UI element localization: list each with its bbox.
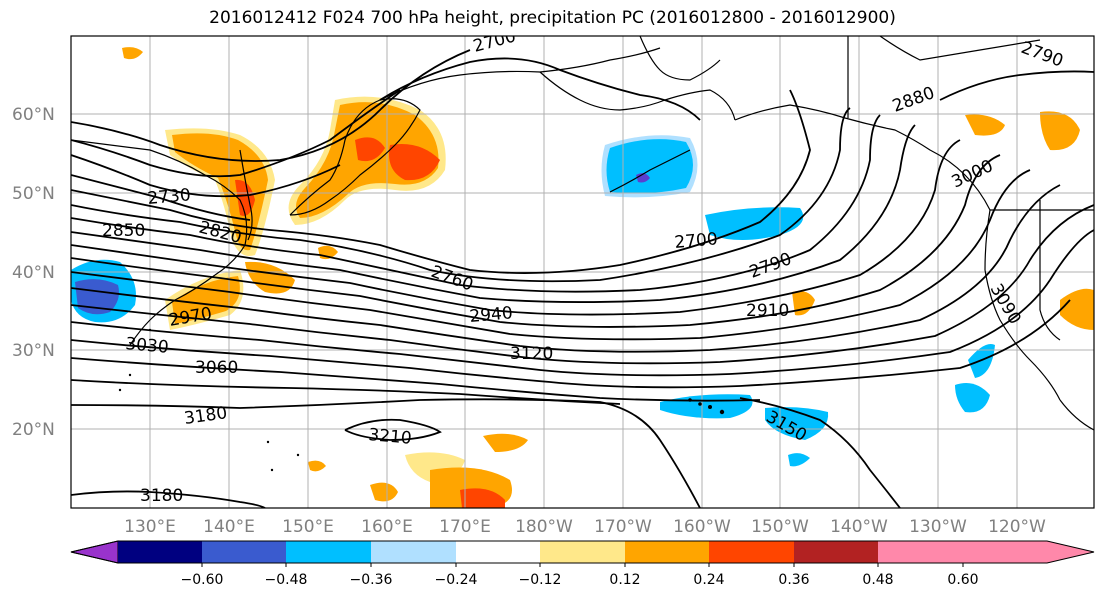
lon-label-130e: 130°E: [124, 517, 176, 537]
map-title: 2016012412 F024 700 hPa height, precipit…: [209, 8, 896, 28]
precip-blob-hawaii-small: [788, 453, 810, 467]
coastlines: [71, 36, 1094, 431]
precip-blob-tropics-5: [308, 460, 326, 472]
precip-blob-tropics-4: [370, 482, 398, 502]
precip-blob-small-2: [122, 47, 143, 60]
contour-label-2850: 2850: [102, 221, 145, 241]
colorbar-bin: [286, 541, 371, 563]
colorbar-bin: [371, 541, 456, 563]
colorbar-tick: −0.48: [265, 572, 308, 588]
precipitation-fills: [71, 47, 1094, 508]
colorbar-extend-low: [70, 540, 119, 564]
longitude-labels: 130°E 140°E 150°E 160°E 170°E 180°W 170°…: [124, 517, 1046, 537]
lon-label-160e: 160°E: [361, 517, 413, 537]
lon-label-180w: 180°W: [515, 517, 573, 537]
contour-label-3180-south: 3180: [140, 486, 183, 506]
map-frame: [70, 35, 1095, 509]
contour-label-2700-gulf: 2700: [674, 229, 719, 253]
precip-blob-kuril: [245, 261, 295, 294]
colorbar-tick: −0.24: [435, 572, 478, 588]
colorbar-tick: 0.12: [609, 572, 640, 588]
precip-blob-sakhalin-mid: [172, 133, 268, 251]
contour-label-2940: 2940: [469, 303, 514, 327]
colorbar-tick: 0.24: [693, 572, 724, 588]
lon-label-170e: 170°E: [439, 517, 491, 537]
colorbar-bin: [540, 541, 625, 563]
precip-blob-bc: [965, 114, 1005, 136]
map-panel: 2700 2790 2880 3000 2730 2820 2850 2760 …: [71, 36, 1094, 508]
colorbar-bin: [456, 541, 540, 563]
contour-label-3210: 3210: [368, 425, 413, 449]
contour-label-2910: 2910: [746, 301, 789, 321]
lat-label-50n: 50°N: [12, 184, 55, 204]
contour-label-3060: 3060: [195, 358, 238, 378]
precip-blob-nepac: [792, 291, 815, 316]
precip-blob-alaska-negative-mid: [606, 139, 693, 194]
colorbar-tick: −0.36: [350, 572, 393, 588]
colorbar: −0.60 −0.48 −0.36 −0.24 −0.12 0.12 0.24 …: [70, 540, 1095, 588]
lon-label-140w: 140°W: [830, 517, 888, 537]
colorbar-tick: 0.48: [862, 572, 893, 588]
colorbar-bin: [709, 541, 794, 563]
lat-label-60n: 60°N: [12, 105, 55, 125]
colorbar-bin: [118, 541, 202, 563]
precip-blob-mexico-1: [955, 382, 990, 413]
precip-blob-bc-2: [1040, 111, 1080, 151]
colorbar-bin: [794, 541, 878, 563]
lon-label-130w: 130°W: [909, 517, 967, 537]
lon-label-170w: 170°W: [594, 517, 652, 537]
precip-blob-japan-negative-core: [75, 279, 119, 315]
precip-blob-okhotsk-high2: [355, 137, 385, 162]
lat-label-20n: 20°N: [12, 420, 55, 440]
precip-blob-baja: [1060, 288, 1094, 330]
lon-label-160w: 160°W: [673, 517, 731, 537]
precip-blob-okhotsk-high: [389, 144, 440, 181]
lat-label-30n: 30°N: [12, 341, 55, 361]
lon-label-150w: 150°W: [751, 517, 809, 537]
precip-blob-tropics-2-high: [460, 488, 505, 508]
colorbar-extend-high: [963, 541, 1094, 563]
precip-blob-tropics-3: [483, 433, 528, 452]
colorbar-tick: −0.12: [519, 572, 562, 588]
colorbar-tick: 0.36: [778, 572, 809, 588]
latitude-labels: 60°N 50°N 40°N 30°N 20°N: [12, 105, 55, 440]
height-contours: [71, 49, 1094, 508]
contour-label-2730: 2730: [147, 185, 192, 209]
colorbar-bin: [625, 541, 709, 563]
colorbar-tick: 0.60: [947, 572, 978, 588]
lon-label-120w: 120°W: [988, 517, 1046, 537]
lon-label-140e: 140°E: [203, 517, 255, 537]
colorbar-bin: [878, 541, 963, 563]
contour-label-3120: 3120: [510, 344, 553, 364]
colorbar-tick: −0.60: [181, 572, 224, 588]
lat-label-40n: 40°N: [12, 263, 55, 283]
contour-label-3030: 3030: [125, 334, 170, 358]
colorbar-bin: [202, 541, 286, 563]
precip-blob-japan-positive-mid: [172, 276, 240, 324]
lon-label-150e: 150°E: [282, 517, 334, 537]
precip-blob-alaska-negative-dark: [636, 173, 650, 183]
precip-blob-hawaii-east: [765, 407, 829, 440]
